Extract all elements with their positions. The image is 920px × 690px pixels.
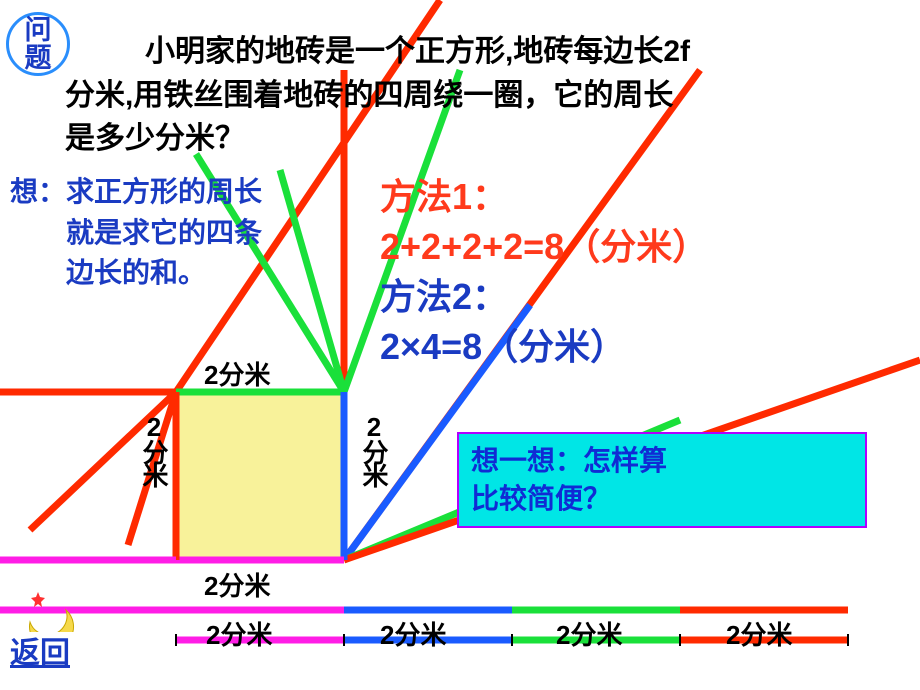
seg-label-4: 2分米 xyxy=(726,615,792,652)
think-box-l2: 比较简便？ xyxy=(471,483,611,514)
square-label-right: 2分米 xyxy=(356,412,393,485)
think-l1: 想：求正方形的周长 xyxy=(10,176,262,207)
think-l2: 就是求它的四条 xyxy=(66,217,262,248)
think-text: 想：求正方形的周长 就是求它的四条 边长的和。 xyxy=(10,172,360,294)
method2-label: 方法2： xyxy=(380,268,508,320)
problem-l1-rest: 地砖每边长2f xyxy=(513,35,690,68)
seg-label-1: 2分米 xyxy=(206,615,272,652)
equation1: 2+2+2+2=8（分米） xyxy=(380,218,708,270)
badge-line2: 题 xyxy=(25,44,52,72)
problem-l2: 分米,用铁丝围着地砖的四周绕一圈，它的周长 xyxy=(65,79,673,112)
square-label-top: 2分米 xyxy=(204,355,270,392)
square-label-left: 2分米 xyxy=(136,412,173,485)
return-button[interactable]: 返回 xyxy=(10,628,70,672)
method1-label: 方法1： xyxy=(380,168,508,220)
problem-l1-indent: 小明家的地砖是一个正方形, xyxy=(145,30,513,74)
seg-label-3: 2分米 xyxy=(556,615,622,652)
moon-star-icon xyxy=(18,582,76,632)
problem-l3: 是多少分米？ xyxy=(65,122,245,155)
square-label-bottom: 2分米 xyxy=(204,566,270,603)
think-l3: 边长的和。 xyxy=(66,257,206,288)
equation2: 2×4=8（分米） xyxy=(380,318,626,370)
seg-label-2: 2分米 xyxy=(380,615,446,652)
think-box: 想一想：怎样算 比较简便？ xyxy=(457,432,867,528)
problem-badge: 问 题 xyxy=(6,12,70,76)
think-box-l1: 想一想：怎样算 xyxy=(471,445,667,476)
problem-text: 小明家的地砖是一个正方形,地砖每边长2f 分米,用铁丝围着地砖的四周绕一圈，它的… xyxy=(65,30,915,161)
badge-line1: 问 xyxy=(25,16,52,44)
